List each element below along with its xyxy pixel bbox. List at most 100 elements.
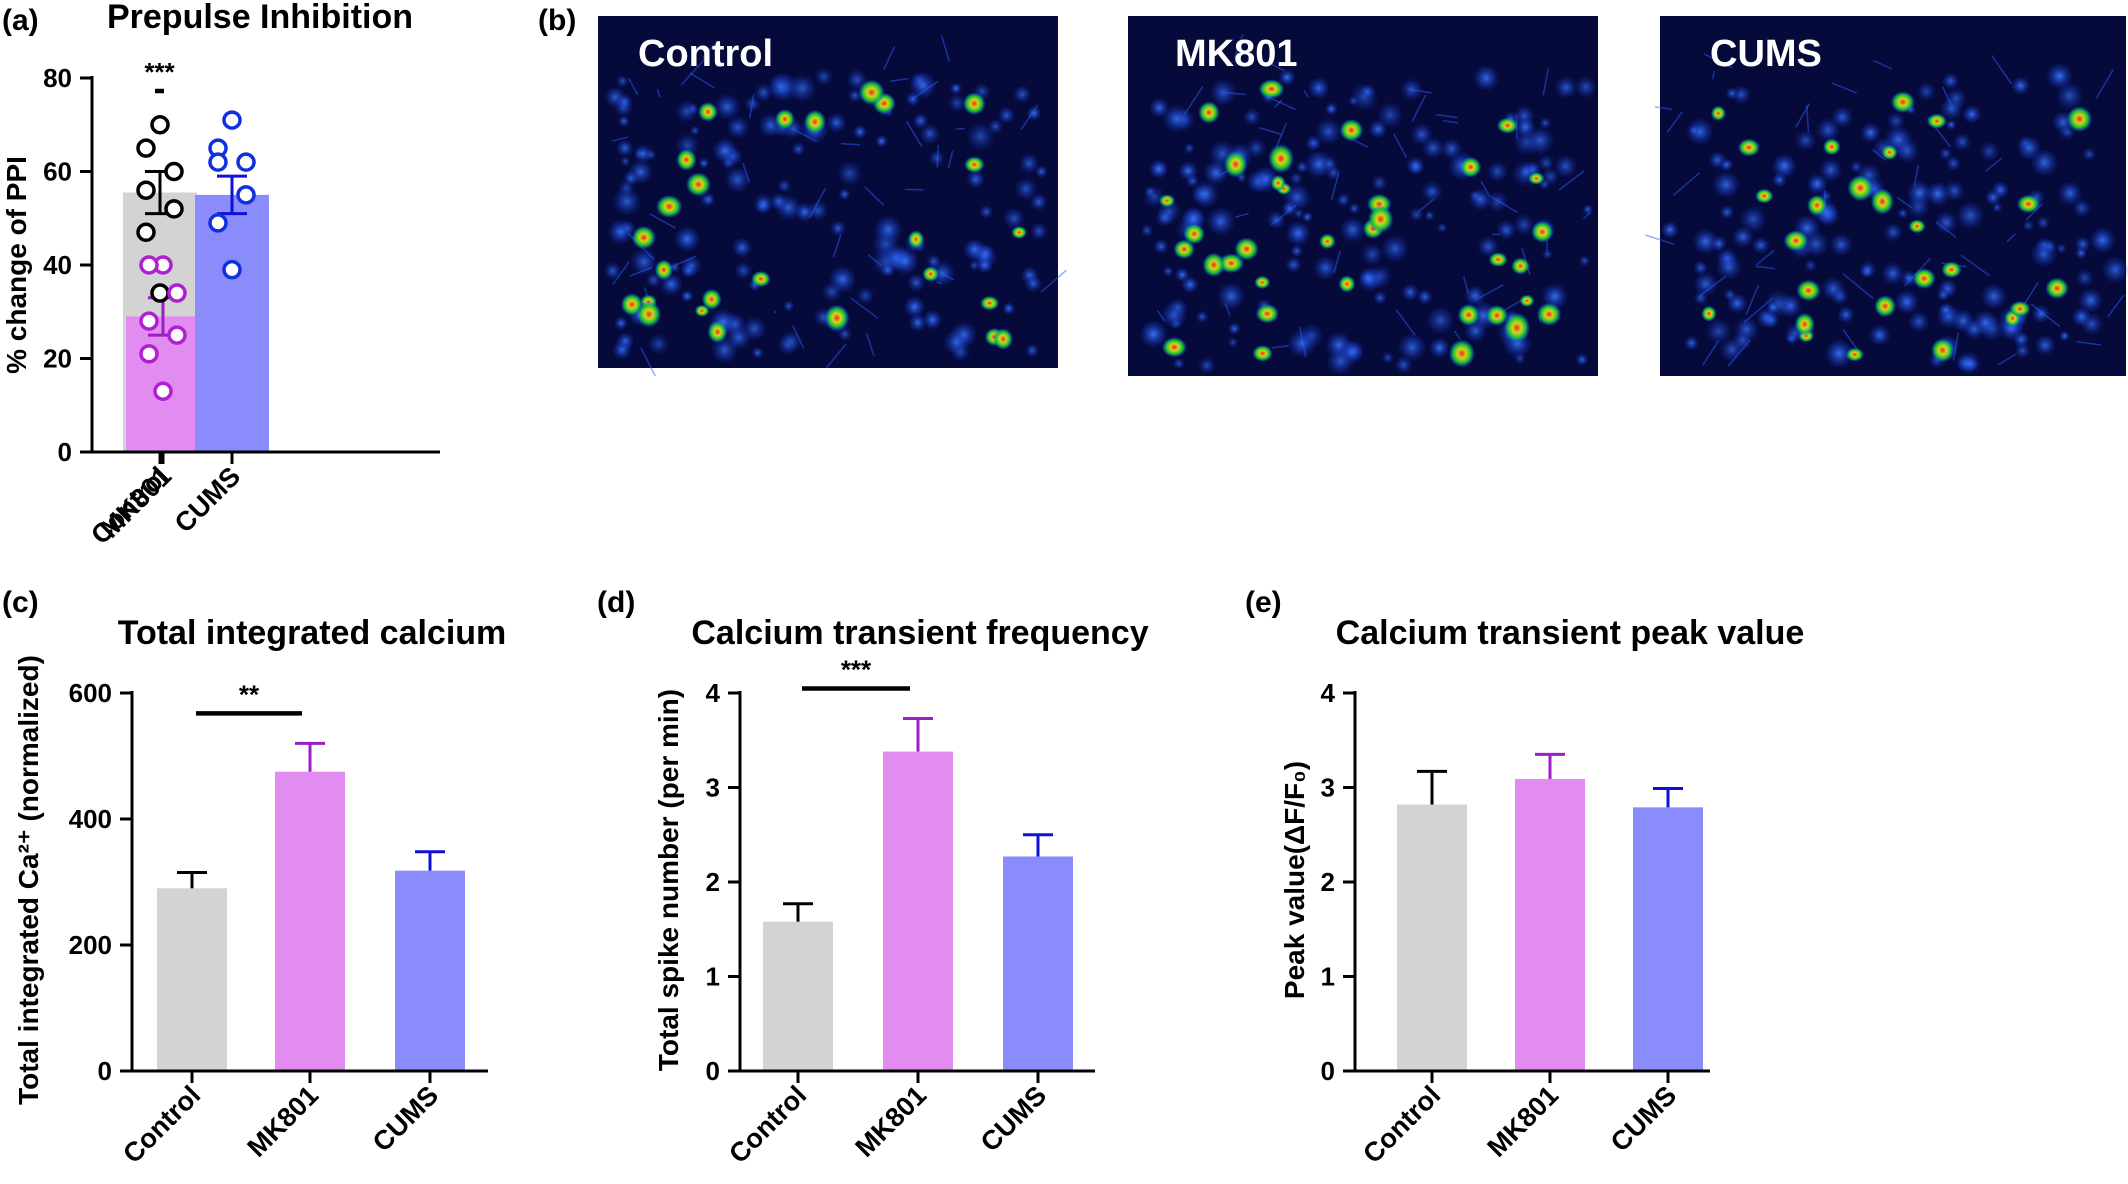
dim-neuron xyxy=(2089,227,2116,253)
dim-neuron xyxy=(2011,76,2030,95)
dim-neuron xyxy=(1464,285,1486,306)
dim-neuron xyxy=(616,74,629,88)
panel-a-title: Prepulse Inhibition xyxy=(107,0,413,36)
dim-neuron xyxy=(1526,126,1554,155)
dim-neuron xyxy=(1173,357,1185,370)
active-neuron xyxy=(1497,117,1518,134)
neurite xyxy=(947,150,954,169)
dim-neuron xyxy=(791,142,806,156)
dim-neuron xyxy=(1398,333,1426,361)
dim-neuron xyxy=(1979,141,2000,162)
data-point-mk801 xyxy=(153,381,173,401)
dim-neuron xyxy=(1279,69,1296,86)
dim-neuron xyxy=(1359,84,1375,100)
neurite xyxy=(1755,265,1776,270)
active-neuron xyxy=(636,301,661,327)
error-bar-control xyxy=(783,902,813,922)
dim-neuron xyxy=(2072,307,2091,327)
dim-neuron xyxy=(1473,65,1499,91)
dim-neuron xyxy=(1019,153,1039,174)
neurite xyxy=(2030,303,2061,328)
dim-neuron xyxy=(1417,289,1433,305)
chart-panel-e: (e) Calcium transient peak value Peak va… xyxy=(1245,586,1804,1169)
neurite xyxy=(1393,133,1408,158)
x-tick-label-cums: CUMS xyxy=(1605,1080,1682,1157)
active-neuron xyxy=(964,156,985,173)
active-neuron xyxy=(1252,345,1273,362)
bar-mk801 xyxy=(1515,778,1585,1071)
significance-stars: *** xyxy=(841,655,872,685)
dim-neuron xyxy=(1661,221,1679,239)
dim-neuron xyxy=(1421,181,1443,202)
dim-neuron xyxy=(1198,357,1215,374)
dim-neuron xyxy=(726,116,749,139)
dim-neuron xyxy=(1162,104,1191,133)
neurite xyxy=(1442,119,1459,124)
neurite xyxy=(1997,353,2017,366)
dim-neuron xyxy=(2036,216,2050,230)
dim-neuron xyxy=(681,290,694,303)
active-neuron xyxy=(2045,277,2069,299)
y-tick-label: 0 xyxy=(706,1056,720,1086)
dim-neuron xyxy=(620,156,631,167)
y-tick-label: 0 xyxy=(1321,1056,1335,1086)
dim-neuron xyxy=(822,282,842,302)
dim-neuron xyxy=(909,72,937,99)
neurite xyxy=(1435,113,1458,119)
dim-neuron xyxy=(2059,330,2070,342)
active-neuron xyxy=(1891,91,1915,113)
neurite xyxy=(808,187,827,219)
active-neuron xyxy=(1218,253,1244,273)
dim-neuron xyxy=(1371,174,1388,191)
dim-neuron xyxy=(1140,320,1167,348)
neurite xyxy=(1233,34,1244,58)
panel-c-letter: (c) xyxy=(2,586,39,619)
dim-neuron xyxy=(950,82,962,95)
chart-panel-a: (a) Prepulse Inhibition % change of PPI … xyxy=(1,0,440,550)
x-tick-label-control: Control xyxy=(117,1080,206,1169)
dim-neuron xyxy=(1804,259,1817,272)
data-point-mk801 xyxy=(167,325,187,345)
dim-neuron xyxy=(699,192,715,208)
neurite xyxy=(864,186,885,206)
micrograph-cums: CUMS xyxy=(1645,16,2128,376)
neurite xyxy=(1266,61,1285,72)
neurite xyxy=(1221,91,1247,96)
dim-neuron xyxy=(2072,198,2091,218)
active-neuron xyxy=(694,304,710,317)
dim-neuron xyxy=(903,296,925,318)
active-neuron xyxy=(908,230,924,249)
dim-neuron xyxy=(988,119,1003,134)
dim-neuron xyxy=(767,73,793,99)
neurite xyxy=(1727,339,1751,367)
dim-neuron xyxy=(1772,154,1797,178)
dim-neuron xyxy=(1149,98,1169,118)
neurite xyxy=(1463,276,1469,294)
dim-neuron xyxy=(1348,95,1359,107)
neurite xyxy=(1842,329,1859,352)
micrograph-cums-label: CUMS xyxy=(1710,33,1822,75)
dim-neuron xyxy=(1897,208,1909,219)
dim-neuron xyxy=(1860,122,1881,143)
neurite xyxy=(1417,198,1435,213)
dim-neuron xyxy=(848,88,862,103)
bar-control xyxy=(157,888,227,1071)
dim-neuron xyxy=(1946,119,1957,130)
neurite xyxy=(1960,254,1990,277)
dim-neuron xyxy=(907,273,926,292)
neurite xyxy=(2006,232,2017,243)
data-point-mk801 xyxy=(167,283,187,303)
dim-neuron xyxy=(2082,147,2096,161)
neurite xyxy=(911,80,939,100)
y-tick-label: 60 xyxy=(43,157,72,187)
y-tick-label: 3 xyxy=(706,773,720,803)
dim-neuron xyxy=(1289,171,1303,186)
micrograph-control: Control xyxy=(598,16,1067,377)
dim-neuron xyxy=(612,187,641,216)
neurite xyxy=(865,332,875,357)
neurite xyxy=(1224,303,1231,316)
active-neuron xyxy=(1531,221,1554,243)
neurite xyxy=(1645,234,1675,246)
error-bar-cums xyxy=(1023,833,1053,857)
data-point-control xyxy=(136,222,156,243)
